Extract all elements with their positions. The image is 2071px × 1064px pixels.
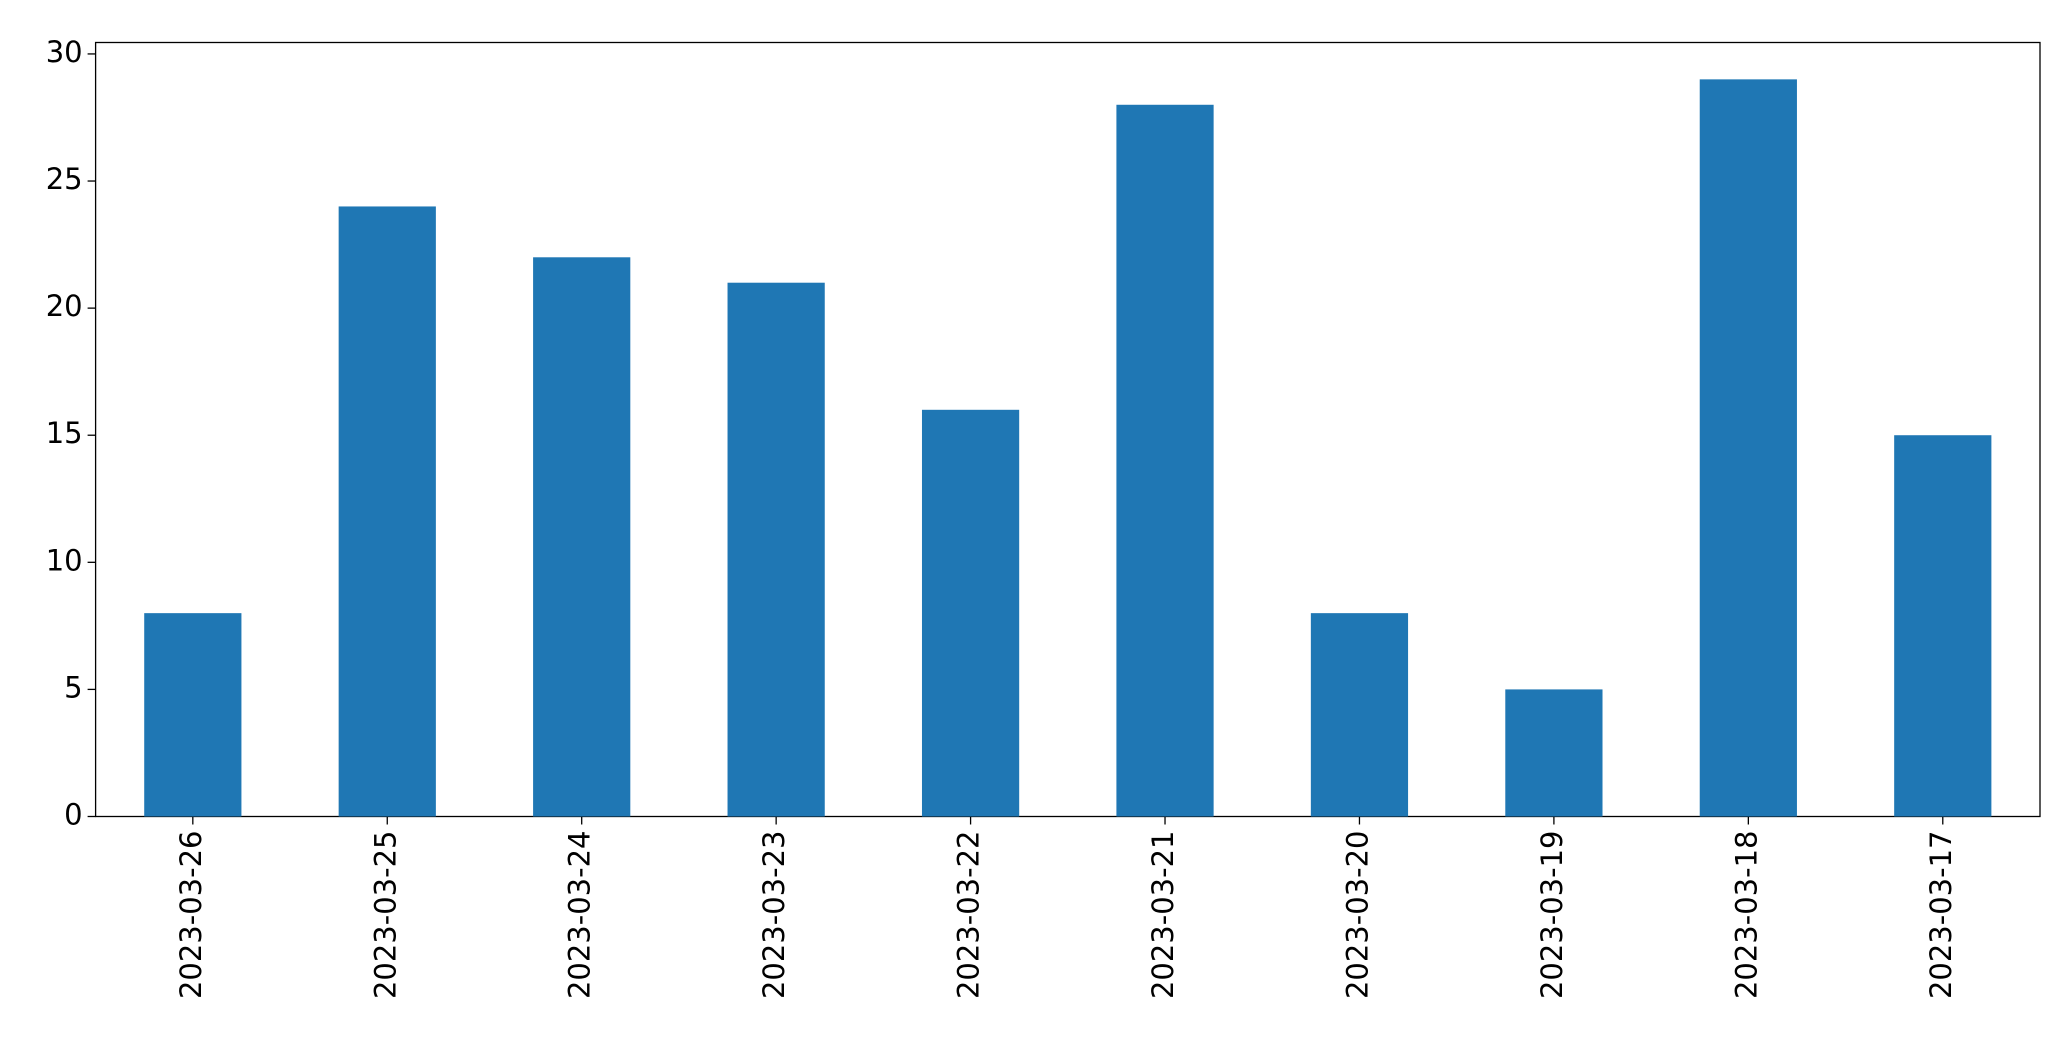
x-tick-label: 2023-03-22 <box>952 831 986 1000</box>
plot-frame <box>94 41 2041 818</box>
y-tick-label: 30 <box>46 35 83 69</box>
x-tick-label: 2023-03-21 <box>1146 831 1180 1000</box>
x-tick-label: 2023-03-17 <box>1924 831 1958 1000</box>
y-tick-label: 20 <box>46 289 83 323</box>
y-tick-label: 25 <box>46 162 83 196</box>
bar <box>1894 435 1992 817</box>
y-tick-label: 10 <box>46 543 83 577</box>
bar <box>338 206 436 817</box>
bar <box>727 282 825 817</box>
y-tick-label: 5 <box>64 670 82 704</box>
bar <box>921 409 1020 817</box>
y-tick-label: 15 <box>46 416 83 450</box>
x-tick-label: 2023-03-26 <box>174 831 208 1000</box>
bar <box>533 257 631 817</box>
bar <box>1310 613 1409 817</box>
x-tick-label: 2023-03-19 <box>1535 831 1569 1000</box>
x-tick-label: 2023-03-23 <box>757 831 791 1000</box>
bar <box>1116 104 1214 817</box>
x-tick-label: 2023-03-18 <box>1729 831 1763 1000</box>
x-tick-label: 2023-03-25 <box>368 831 402 1000</box>
x-tick-label: 2023-03-24 <box>563 831 597 1000</box>
x-tick-label: 2023-03-20 <box>1340 831 1374 1000</box>
bar <box>144 613 242 817</box>
y-tick-label: 0 <box>64 798 82 832</box>
bar <box>1505 689 1603 817</box>
bar <box>1699 79 1797 817</box>
